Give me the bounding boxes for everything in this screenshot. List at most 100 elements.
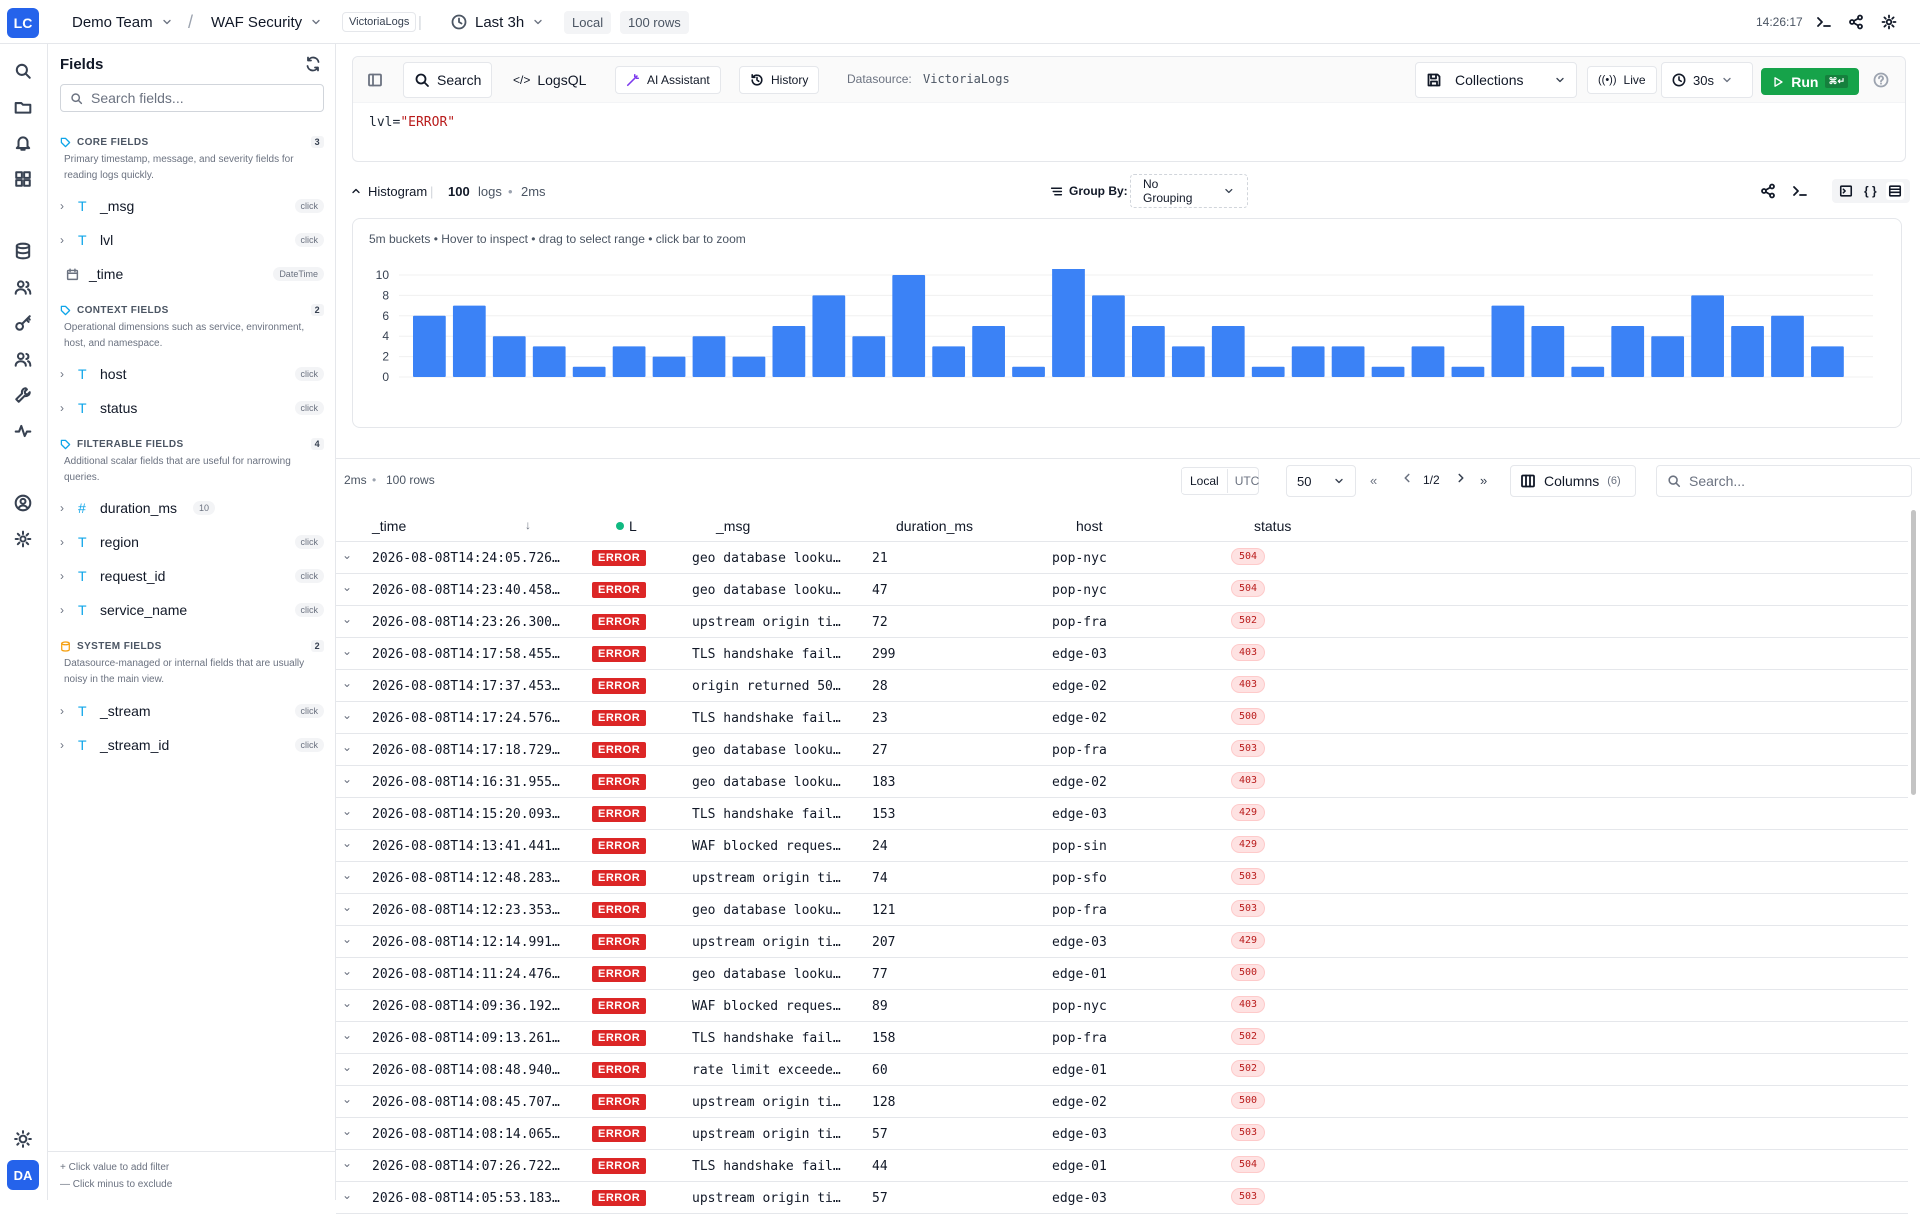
cell-host[interactable]: edge-03 xyxy=(1052,647,1107,662)
cell-time[interactable]: 2026-08-08T14:05:53.183… xyxy=(372,1191,560,1206)
cell-level-badge[interactable]: ERROR xyxy=(592,806,647,822)
history-button[interactable]: History xyxy=(739,66,820,94)
cell-msg[interactable]: upstream origin ti… xyxy=(692,615,841,630)
nav-key-icon[interactable] xyxy=(14,314,34,334)
histogram-bar[interactable] xyxy=(1371,366,1405,377)
nav-activity-icon[interactable] xyxy=(14,422,34,442)
table-row[interactable]: ⌄ 2026-08-08T14:08:48.940… ERROR rate limit… xyxy=(336,1054,1908,1086)
ai-assistant-button[interactable]: AI Assistant xyxy=(615,66,721,94)
cell-level-badge[interactable]: ERROR xyxy=(592,1190,647,1206)
table-row[interactable]: ⌄ 2026-08-08T14:24:05.726… ERROR geo databa… xyxy=(336,542,1908,574)
columns-button[interactable]: Columns (6) xyxy=(1510,465,1636,497)
histogram-bar[interactable] xyxy=(1092,295,1125,377)
open-terminal-button[interactable] xyxy=(1792,183,1808,199)
expand-row-chevron-icon[interactable]: ⌄ xyxy=(342,548,353,562)
live-toggle[interactable]: ((•)) Live xyxy=(1587,66,1657,94)
view-mode-json-icon[interactable]: { } xyxy=(1864,184,1877,198)
tab-logsql[interactable]: </> LogsQL xyxy=(503,62,596,98)
cell-level-badge[interactable]: ERROR xyxy=(592,1094,647,1110)
section-system-fields[interactable]: SYSTEM FIELDS 2 xyxy=(60,640,324,652)
cell-level-badge[interactable]: ERROR xyxy=(592,966,647,982)
histogram-bar[interactable] xyxy=(612,346,646,377)
table-row[interactable]: ⌄ 2026-08-08T14:12:23.353… ERROR geo databa… xyxy=(336,894,1908,926)
table-search-input[interactable]: Search... xyxy=(1656,465,1912,497)
cell-duration[interactable]: 153 xyxy=(872,807,896,822)
cell-msg[interactable]: TLS handshake fail… xyxy=(692,1031,841,1046)
histogram-toggle[interactable]: Histogram xyxy=(350,184,427,199)
table-row[interactable]: ⌄ 2026-08-08T14:09:13.261… ERROR TLS handsh… xyxy=(336,1022,1908,1054)
histogram-bar[interactable] xyxy=(1571,366,1605,377)
histogram-bar[interactable] xyxy=(1012,366,1045,377)
cell-level-badge[interactable]: ERROR xyxy=(592,1158,647,1174)
cell-duration[interactable]: 47 xyxy=(872,583,888,598)
cell-time[interactable]: 2026-08-08T14:17:58.455… xyxy=(372,647,560,662)
cell-time[interactable]: 2026-08-08T14:09:13.261… xyxy=(372,1031,560,1046)
histogram-bar[interactable] xyxy=(413,315,446,377)
cell-status-badge[interactable]: 500 xyxy=(1231,1092,1266,1109)
share-histogram-button[interactable] xyxy=(1760,183,1776,199)
cell-status-badge[interactable]: 503 xyxy=(1231,740,1266,757)
cell-time[interactable]: 2026-08-08T14:12:14.991… xyxy=(372,935,560,950)
expand-row-chevron-icon[interactable]: ⌄ xyxy=(342,1028,353,1042)
cell-status-badge[interactable]: 403 xyxy=(1231,644,1266,661)
last-page-button[interactable]: » xyxy=(1480,473,1488,488)
section-filterable-fields[interactable]: FILTERABLE FIELDS 4 xyxy=(60,438,324,450)
cell-host[interactable]: edge-02 xyxy=(1052,711,1107,726)
section-core-fields[interactable]: CORE FIELDS 3 xyxy=(60,136,324,148)
table-row[interactable]: ⌄ 2026-08-08T14:17:37.453… ERROR origin ret… xyxy=(336,670,1908,702)
cell-msg[interactable]: geo database looku… xyxy=(692,775,841,790)
cell-msg[interactable]: upstream origin ti… xyxy=(692,935,841,950)
cell-host[interactable]: pop-sfo xyxy=(1052,871,1107,886)
expand-row-chevron-icon[interactable]: ⌄ xyxy=(342,900,353,914)
cell-level-badge[interactable]: ERROR xyxy=(592,582,647,598)
table-row[interactable]: ⌄ 2026-08-08T14:08:45.707… ERROR upstream o… xyxy=(336,1086,1908,1118)
toggle-sidebar-button[interactable] xyxy=(361,66,389,94)
view-mode-terminal[interactable] xyxy=(1839,184,1853,198)
cell-host[interactable]: pop-fra xyxy=(1052,903,1107,918)
cell-time[interactable]: 2026-08-08T14:23:40.458… xyxy=(372,583,560,598)
cell-level-badge[interactable]: ERROR xyxy=(592,1126,647,1142)
cell-level-badge[interactable]: ERROR xyxy=(592,678,647,694)
team-selector[interactable]: Demo Team xyxy=(72,0,173,44)
cell-host[interactable]: edge-03 xyxy=(1052,935,1107,950)
cell-host[interactable]: edge-02 xyxy=(1052,679,1107,694)
cell-msg[interactable]: TLS handshake fail… xyxy=(692,647,841,662)
cell-time[interactable]: 2026-08-08T14:07:26.722… xyxy=(372,1159,560,1174)
column-header-level[interactable]: L xyxy=(616,518,637,534)
tz-local-button[interactable]: Local xyxy=(1182,469,1228,493)
next-page-button[interactable] xyxy=(1454,471,1468,485)
cell-msg[interactable]: geo database looku… xyxy=(692,967,841,982)
settings-button[interactable] xyxy=(1881,0,1897,44)
histogram-bar[interactable] xyxy=(532,346,566,377)
column-header-host[interactable]: host xyxy=(1076,518,1103,534)
cell-duration[interactable]: 121 xyxy=(872,903,896,918)
expand-row-chevron-icon[interactable]: ⌄ xyxy=(342,996,353,1010)
expand-row-chevron-icon[interactable]: ⌄ xyxy=(342,1092,353,1106)
table-row[interactable]: ⌄ 2026-08-08T14:23:40.458… ERROR geo databa… xyxy=(336,574,1908,606)
cell-duration[interactable]: 23 xyxy=(872,711,888,726)
cell-time[interactable]: 2026-08-08T14:08:14.065… xyxy=(372,1127,560,1142)
cell-host[interactable]: pop-nyc xyxy=(1052,999,1107,1014)
cell-level-badge[interactable]: ERROR xyxy=(592,1062,647,1078)
expand-row-chevron-icon[interactable]: ⌄ xyxy=(342,676,353,690)
cell-status-badge[interactable]: 502 xyxy=(1231,612,1266,629)
cell-status-badge[interactable]: 429 xyxy=(1231,836,1266,853)
histogram-bar[interactable] xyxy=(732,356,766,377)
histogram-bar[interactable] xyxy=(1251,366,1285,377)
run-button[interactable]: Run ⌘↵ xyxy=(1761,68,1859,95)
cell-duration[interactable]: 299 xyxy=(872,647,896,662)
nav-folder-icon[interactable] xyxy=(14,98,34,118)
expand-row-chevron-icon[interactable]: ⌄ xyxy=(342,772,353,786)
cell-status-badge[interactable]: 503 xyxy=(1231,868,1266,885)
cell-level-badge[interactable]: ERROR xyxy=(592,646,647,662)
cell-duration[interactable]: 74 xyxy=(872,871,888,886)
cell-status-badge[interactable]: 502 xyxy=(1231,1028,1266,1045)
cell-msg[interactable]: geo database looku… xyxy=(692,551,841,566)
table-row[interactable]: ⌄ 2026-08-08T14:23:26.300… ERROR upstream o… xyxy=(336,606,1908,638)
histogram-bar[interactable] xyxy=(1651,336,1685,377)
cell-level-badge[interactable]: ERROR xyxy=(592,934,647,950)
histogram-bar[interactable] xyxy=(1731,326,1764,377)
cell-time[interactable]: 2026-08-08T14:12:48.283… xyxy=(372,871,560,886)
tab-search[interactable]: Search xyxy=(403,62,493,98)
cell-status-badge[interactable]: 503 xyxy=(1231,900,1266,917)
